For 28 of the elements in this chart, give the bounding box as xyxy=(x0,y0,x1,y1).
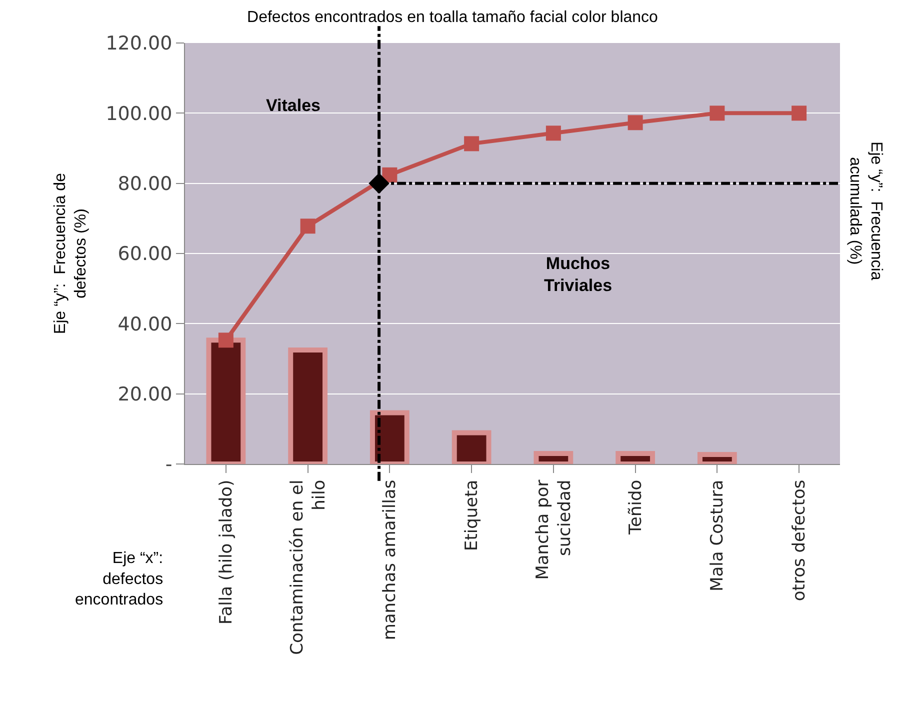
y-tick-label: 40.00 xyxy=(118,313,172,336)
y-tick-label: 80.00 xyxy=(118,172,172,195)
point xyxy=(300,218,316,234)
y-tick-label: 100.00 xyxy=(106,102,172,125)
chart-title: Defectos encontrados en toalla tamaño facial color blanco xyxy=(247,8,658,26)
y-tick-label: 60.00 xyxy=(118,243,172,266)
point xyxy=(792,106,807,121)
annotation: Muchos Triviales xyxy=(544,254,612,296)
y-tick-label: 120.00 xyxy=(106,32,172,55)
y-tick-label: - xyxy=(165,454,172,476)
x-tick-label: manchas amarillas xyxy=(380,480,400,640)
x-tick-label: Falla (hilo jalado) xyxy=(216,480,236,624)
x-tick-label: Mancha por suciedad xyxy=(532,480,576,580)
point xyxy=(546,126,561,141)
y2-axis-title: Eje “y”: Frecuencia acumulada (%) xyxy=(846,142,884,280)
point xyxy=(710,106,725,121)
y-axis-title: Eje “y”: Frecuencia de defectos (%) xyxy=(52,172,90,334)
x-tick-label: otros defectos xyxy=(790,480,810,602)
point xyxy=(464,136,480,152)
x-axis-title: Eje “x”: defectos encontrados xyxy=(75,550,164,609)
x-tick-label: Mala Costura xyxy=(708,480,728,592)
x-tick-label: Teñido xyxy=(626,480,646,536)
x-tick-label: Contaminación en el hilo xyxy=(287,480,330,655)
annotation: Vitales xyxy=(266,96,321,115)
point xyxy=(218,332,234,348)
point xyxy=(628,115,643,130)
y-tick-label: 20.00 xyxy=(118,383,172,406)
x-tick-label: Etiqueta xyxy=(462,480,482,552)
